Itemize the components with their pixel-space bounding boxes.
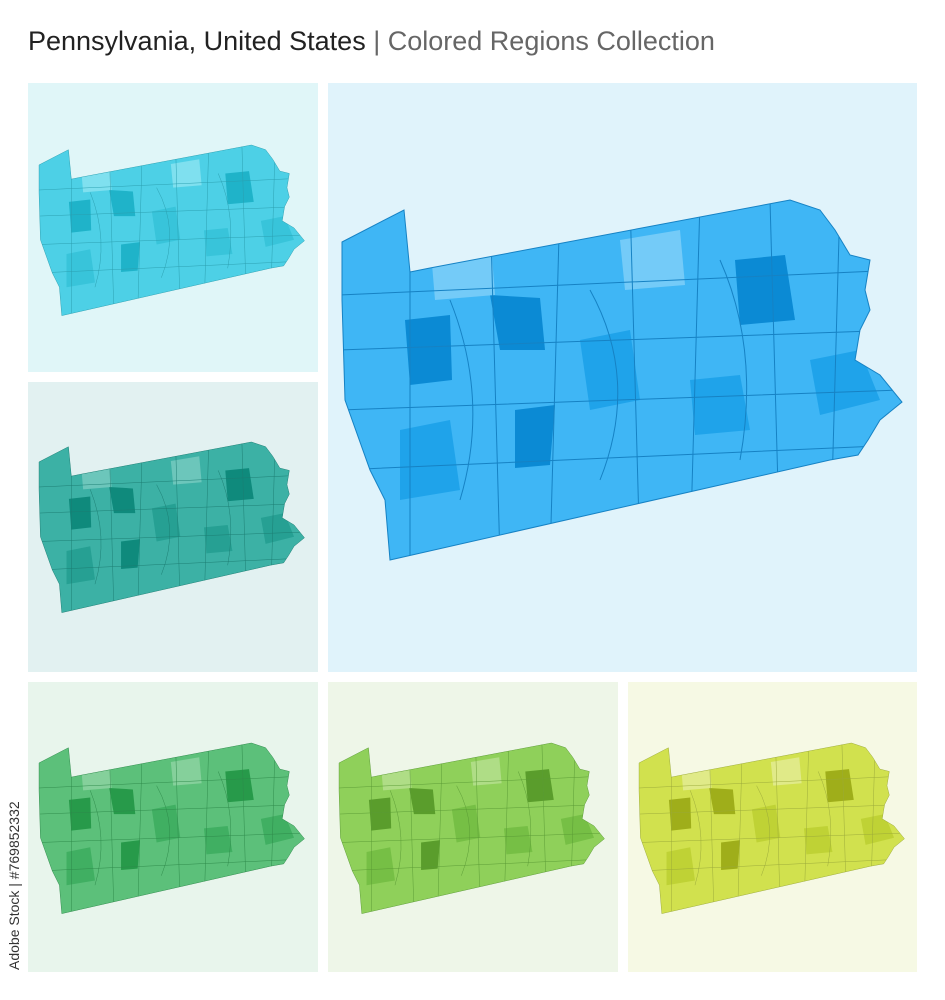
header: Pennsylvania, United States | Colored Re… xyxy=(28,26,715,57)
panel-teal xyxy=(28,382,318,672)
panel-blue xyxy=(328,83,917,672)
watermark: Adobe Stock | #769852332 xyxy=(6,801,22,970)
panel-cyan xyxy=(28,83,318,372)
panel-yellow xyxy=(628,682,917,972)
subtitle: Colored Regions Collection xyxy=(387,26,715,56)
panel-lime xyxy=(328,682,618,972)
separator: | xyxy=(373,26,381,56)
panel-green xyxy=(28,682,318,972)
title: Pennsylvania, United States xyxy=(28,26,366,56)
